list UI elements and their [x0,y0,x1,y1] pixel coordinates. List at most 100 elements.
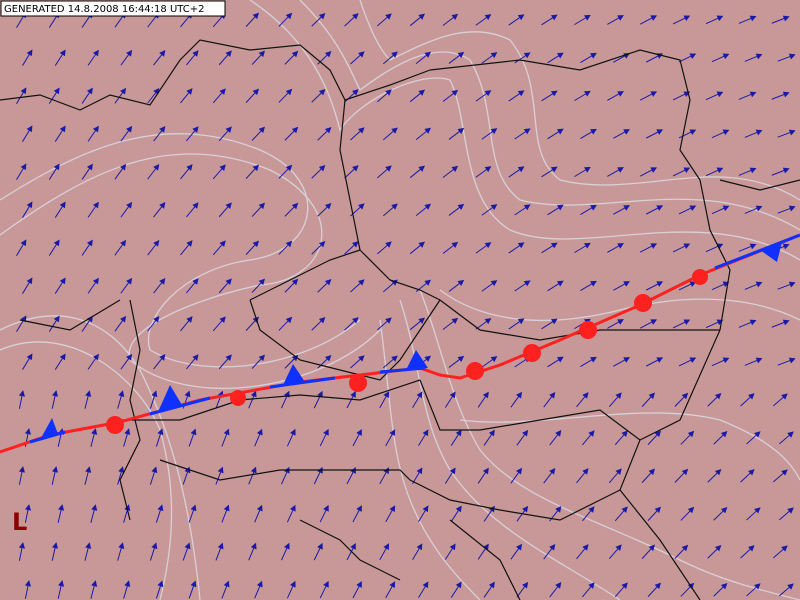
wind-arrow-head [451,241,459,248]
wind-arrow-head [556,280,564,287]
wind-arrow-head [324,279,332,286]
wind-arrow-head [782,15,790,22]
wind-arrow-head [219,316,226,323]
wind-arrow-head [449,467,456,475]
wind-arrow-head [358,203,365,210]
wind-arrow-head [787,583,794,590]
wind-arrow-head [317,542,323,550]
wind-arrow-head [781,469,788,476]
wind-arrow-head [250,390,257,398]
wind-arrow-head [681,468,689,476]
wind-arrow-head [352,165,359,172]
wind-arrow-head [488,429,495,437]
wind-arrow-head [192,50,199,57]
wind-arrow-head [455,429,462,437]
wind-arrow-head [782,319,790,326]
wind-arrow-head [323,428,329,436]
wind-arrow-head [748,393,755,400]
wind-arrow-head [151,542,158,550]
wind-arrow-head [451,13,459,20]
wind-arrow-head [217,542,224,550]
wind-arrow-head [358,51,365,58]
wind-arrow-head [356,505,362,512]
wind-arrow-head [648,544,655,552]
wind-arrow-head [681,392,689,400]
wind-arrow-head [26,125,33,133]
triangle [406,350,428,370]
wind-arrow-head [352,13,359,20]
wind-arrow-head [219,164,226,171]
wind-arrow-head [720,506,728,514]
wind-arrow-head [258,202,266,210]
wind-arrow-head [324,203,332,210]
border [409,379,641,521]
wind-arrow-head [683,243,691,250]
wind-arrow-head [781,545,788,552]
wind-arrow-head [681,544,689,552]
wind-arrow-head [258,50,266,58]
wind-arrow-head [687,430,695,438]
wind-arrow-head [323,580,329,588]
wind-arrow-head [615,392,622,399]
wind-arrow-head [225,50,232,57]
wind-arrow-head [590,356,597,363]
wind-arrow-head [623,281,630,287]
wind-arrow-head [190,580,197,588]
isobar [0,341,173,600]
wind-arrow-head [192,126,199,133]
wind-arrow-head [650,15,658,21]
isobar [359,0,800,201]
wind-arrow-head [24,580,31,587]
triangle [283,364,305,385]
wind-arrow-head [285,316,293,324]
wind-arrow-head [556,356,564,363]
wind-arrow-head [550,242,558,249]
wind-arrow-head [517,166,525,173]
wind-arrow-head [482,467,489,475]
wind-arrow-head [53,87,60,95]
wind-arrow-head [788,53,796,60]
wind-arrow-head [523,280,531,287]
semicircle [634,294,652,312]
wind-arrow-head [53,163,60,171]
wind-arrow-head [324,127,332,134]
border [299,489,701,600]
cold-front [714,233,800,270]
wind-arrow-head [754,431,761,438]
wind-arrow-head [352,241,359,248]
wind-arrow-head [714,468,722,476]
wind-arrow-head [153,316,160,323]
semicircle [692,269,708,285]
wind-arrow-head [258,278,266,286]
wind-arrow-head [590,128,597,135]
wind-arrow-head [787,431,794,438]
isobar [0,315,201,600]
wind-arrow-head [151,466,158,474]
wind-arrow-head [385,317,392,324]
wind-arrow-head [457,127,465,135]
wind-arrow-head [584,166,591,173]
wind-arrow-head [621,582,628,589]
wind-arrow-head [788,129,796,136]
wind-arrow-head [615,544,622,551]
wind-arrow-head [20,163,27,171]
wind-arrow-head [418,89,425,96]
wind-arrow-head [318,316,326,324]
isobar [249,0,800,261]
wind-arrow-head [654,430,662,438]
wind-arrow-head [549,391,556,399]
wind-arrow-head [422,581,429,589]
wind-arrow-head [258,354,266,362]
wind-arrow-head [656,281,664,287]
wind-arrow-head [689,205,697,212]
wind-arrow-head [424,279,432,286]
wind-arrow-head [418,165,425,172]
wind-arrow-head [58,504,65,511]
wind-arrow-head [59,49,66,57]
wind-arrow-head [517,90,525,97]
wind-arrow-head [517,318,525,325]
wind-arrow-head [126,125,133,133]
wind-arrow-head [350,391,356,398]
wind-arrow-head [53,315,60,323]
wind-arrow-head [159,354,166,361]
